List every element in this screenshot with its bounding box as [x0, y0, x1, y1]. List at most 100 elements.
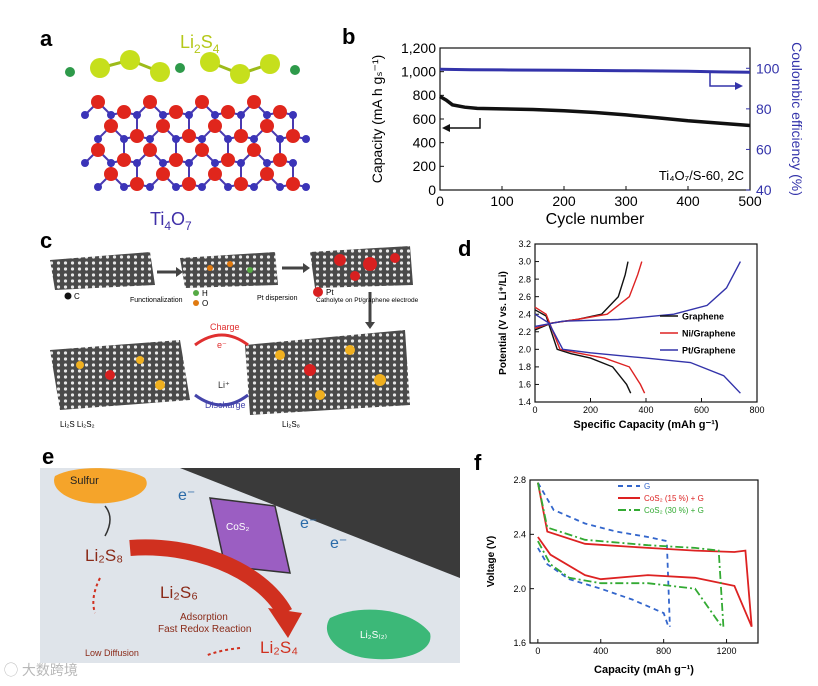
- y-tick-label: 800: [413, 87, 437, 103]
- electron-3: e⁻: [330, 535, 347, 552]
- ti-atom: [133, 159, 141, 167]
- ti-atom: [250, 183, 258, 191]
- panel-b: b 0 100 200 300 400 500 0 200 400 600 800 1,000 1,20…: [340, 18, 810, 243]
- o-atom: [273, 153, 287, 167]
- ti-atom: [224, 135, 232, 143]
- graphene-sheet-5: [245, 330, 410, 415]
- o-atom: [260, 167, 274, 181]
- o-atom: [286, 129, 300, 143]
- li2s4-label: Li₂S₄: [260, 638, 298, 657]
- ti-atom: [146, 183, 154, 191]
- s-atom: [150, 62, 170, 82]
- o-atom: [273, 105, 287, 119]
- y-tick-label: 3.0: [518, 257, 531, 267]
- series-g-charge: [537, 482, 671, 627]
- o-atom: [195, 143, 209, 157]
- y2-tick-label: 60: [756, 141, 772, 157]
- ti-atom: [263, 159, 271, 167]
- s-atom: [230, 64, 250, 84]
- ti-atom: [172, 135, 180, 143]
- ti-atom: [289, 159, 297, 167]
- ti-atom: [172, 183, 180, 191]
- series-cos-30-g-charge: [537, 482, 725, 627]
- graphene-sheet-2: [180, 252, 278, 288]
- y-tick-label: 2.6: [518, 292, 531, 302]
- capacity-axis-arrow: [450, 118, 481, 129]
- x-tick-label: 0: [532, 405, 537, 415]
- panel-d-label: d: [458, 236, 471, 261]
- o-atom: [117, 153, 131, 167]
- ti-atom: [302, 135, 310, 143]
- s-atom: [120, 50, 140, 70]
- panel-c-label: c: [40, 230, 52, 253]
- x-tick-label: 0: [436, 193, 444, 209]
- ti-atom: [185, 111, 193, 119]
- o-atom: [208, 167, 222, 181]
- o-atom: [117, 105, 131, 119]
- products-left: Li₂S Li₂S₂: [60, 420, 95, 429]
- x-tick-label: 200: [583, 405, 598, 415]
- series-graphene-discharge: [534, 309, 632, 394]
- o-atom: [247, 143, 261, 157]
- li-atom: [290, 65, 300, 75]
- o-atom: [130, 129, 144, 143]
- charge-label: Charge: [210, 322, 240, 332]
- electron-1: e⁻: [178, 487, 195, 504]
- ti-atom: [159, 111, 167, 119]
- graphene-sheet-1: [50, 252, 155, 290]
- ti-atom: [211, 159, 219, 167]
- o-atom: [221, 153, 235, 167]
- dark-wedge: [180, 468, 460, 578]
- li-ion-label: Li⁺: [218, 380, 230, 390]
- ti-atom: [120, 135, 128, 143]
- ce-axis-arrow: [709, 73, 735, 87]
- watermark: ◯ 大数跨境: [4, 660, 78, 680]
- y-tick-label: 3.2: [518, 239, 531, 249]
- low-diffusion-label: Low Diffusion: [85, 648, 139, 658]
- o-atom: [234, 177, 248, 191]
- panel-a-label: a: [40, 26, 53, 51]
- series-capacity: [439, 94, 751, 128]
- step-pt-dispersion: Pt dispersion: [257, 295, 298, 302]
- legend-h: H: [202, 289, 208, 298]
- products-right: Li₂S₈: [282, 420, 300, 429]
- o-atom: [104, 167, 118, 181]
- li2s-label: Li₂S₍₂₎: [360, 630, 387, 641]
- o-atom: [182, 177, 196, 191]
- li2s6-label: Li₂S₆: [160, 583, 198, 602]
- ti-atom: [276, 183, 284, 191]
- o-atom: [182, 129, 196, 143]
- y2-axis-label: Coulombic efficiency (%): [789, 42, 805, 196]
- panel-a: a Li2S4 Ti4O7: [30, 20, 330, 233]
- x-axis-label: Cycle number: [546, 211, 645, 228]
- o-atom: [234, 129, 248, 143]
- y-tick-label: 600: [413, 111, 437, 127]
- cycling-chart: b 0 100 200 300 400 500 0 200 400 600 800 1,000 1,20…: [342, 24, 805, 228]
- o-atom: [221, 105, 235, 119]
- legend-o: O: [202, 299, 208, 308]
- y-axis-label: Potential (V vs. Li⁺/Li): [498, 271, 509, 375]
- ti-atom: [185, 159, 193, 167]
- y-tick-label: 1,000: [401, 64, 436, 80]
- ti-atom: [211, 111, 219, 119]
- cos2-label: CoS₂: [226, 522, 249, 533]
- y2-tick-label: 40: [756, 182, 772, 198]
- panel-e: e Sulfur CoS₂ Li₂S₍₂₎ e⁻ e⁻ e⁻ Li₂S₈ Li₂…: [30, 444, 470, 668]
- series-cos-15-g-charge: [537, 482, 753, 627]
- x-tick-label: 500: [738, 193, 762, 209]
- li2s-blob: [326, 609, 431, 660]
- x-axis-label: Capacity (mAh g⁻¹): [594, 664, 694, 676]
- capacity-arrowhead: [442, 124, 450, 132]
- ti-atom: [107, 159, 115, 167]
- y-axis-label: Capacity (mA h gₛ⁻¹): [369, 55, 385, 184]
- step-catholyte: Catholyte on Pt/graphene electrode: [316, 297, 419, 304]
- legend-pt: Pt: [326, 288, 334, 297]
- panel-c: c Functionalization Pt dispersion Cathol…: [20, 228, 420, 435]
- o-atom: [156, 167, 170, 181]
- y-tick-label: 1.4: [518, 397, 531, 407]
- y-tick-label: 400: [413, 135, 437, 151]
- y-tick-label: 1,200: [401, 40, 436, 56]
- x-axis-label: Specific Capacity (mAh g⁻¹): [573, 419, 719, 431]
- charge-arrow: [194, 333, 249, 347]
- y-tick-label: 2.8: [518, 274, 531, 284]
